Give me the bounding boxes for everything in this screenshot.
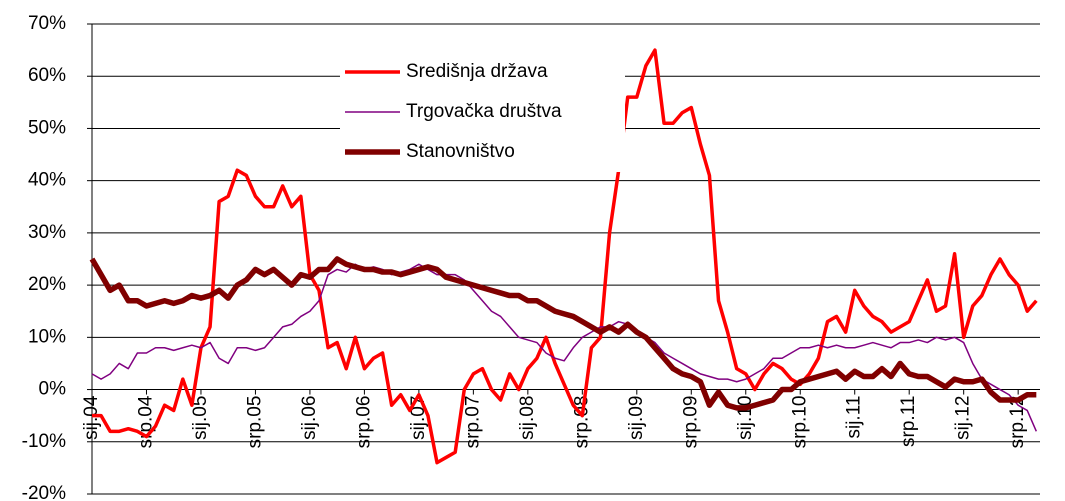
y-tick-label: -20% <box>22 483 66 501</box>
x-tick-label: srp.11 <box>898 396 919 447</box>
x-tick-label: sij.09 <box>626 396 647 440</box>
y-tick-label: 70% <box>28 13 66 34</box>
y-tick-label: 30% <box>28 222 66 243</box>
x-tick-label: srp.09 <box>680 396 701 449</box>
legend-label: Stanovništvo <box>406 141 515 162</box>
x-tick-label: sij.08 <box>517 396 538 440</box>
x-tick-label: sij.04 <box>81 395 102 440</box>
x-tick-label: sij.10 <box>735 396 756 440</box>
y-tick-label: 50% <box>28 117 66 138</box>
x-tick-label: sij.07 <box>408 396 429 440</box>
x-tick-label: srp.10 <box>789 396 810 449</box>
series-line <box>89 256 1037 411</box>
y-tick-label: 0% <box>39 379 67 400</box>
y-tick-label: 60% <box>28 65 66 86</box>
x-tick-label: sij.12 <box>953 396 974 440</box>
x-tick-label: srp.12 <box>1007 396 1028 449</box>
series-line <box>92 48 1038 465</box>
x-tick-label: sij.06 <box>299 396 320 440</box>
y-tick-label: -10% <box>22 431 66 452</box>
x-tick-label: sij.05 <box>190 396 211 440</box>
x-tick-label: srp.04 <box>135 395 156 448</box>
legend-label: Središnja država <box>406 61 548 82</box>
y-tick-label: 10% <box>28 326 66 347</box>
x-tick-label: srp.05 <box>244 396 265 449</box>
x-tick-label: srp.07 <box>462 396 483 449</box>
y-tick-label: 20% <box>28 274 66 295</box>
y-tick-label: 40% <box>28 170 66 191</box>
x-tick-label: sij.11 <box>844 396 865 439</box>
series-line <box>91 263 1038 432</box>
x-tick-label: srp.08 <box>571 396 592 449</box>
legend-label: Trgovačka društva <box>406 101 562 122</box>
x-tick-label: srp.06 <box>353 396 374 449</box>
